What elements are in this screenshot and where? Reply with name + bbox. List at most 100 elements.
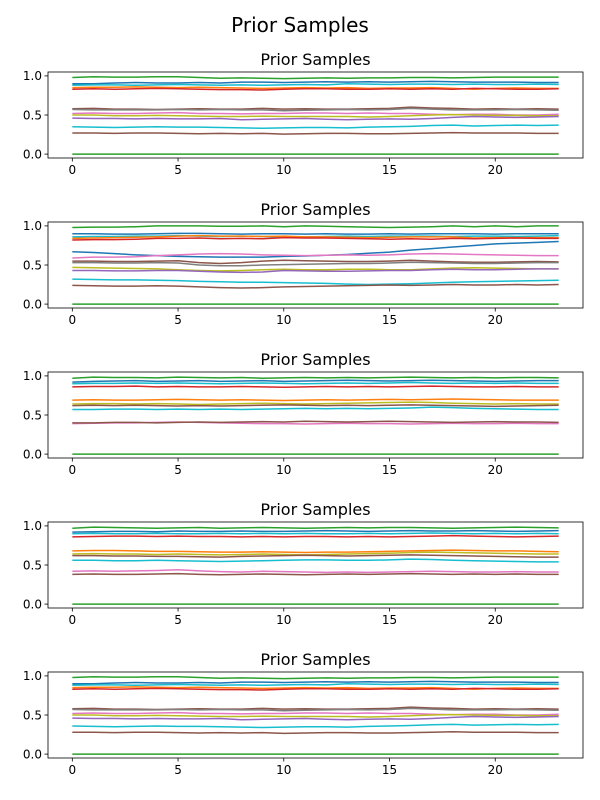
x-tick-label: 15 <box>382 313 397 327</box>
series-line-3 <box>72 532 559 535</box>
series-line-9 <box>72 113 559 118</box>
y-tick-label: 0.0 <box>23 297 42 311</box>
y-tick-label: 0.0 <box>23 447 42 461</box>
series-lines <box>72 376 559 455</box>
x-tick-label: 10 <box>276 313 291 327</box>
series-line-11 <box>72 723 559 729</box>
subplot-5: Prior Samples 0 5 10 15 20 0.0 0.5 1.0 <box>23 650 584 777</box>
subplot-4: Prior Samples 0 5 10 15 20 0.0 0.5 1.0 <box>23 500 584 627</box>
x-tick-label: 0 <box>68 613 76 627</box>
series-line-2 <box>72 232 559 235</box>
series-line-7 <box>72 252 559 259</box>
x-tick-label: 20 <box>488 613 503 627</box>
x-tick-label: 0 <box>68 163 76 177</box>
x-tick-label: 15 <box>382 463 397 477</box>
series-line-5 <box>72 87 559 91</box>
subplot-title: Prior Samples <box>260 200 370 219</box>
series-lines <box>72 526 559 605</box>
series-line-8 <box>72 111 559 116</box>
series-lines <box>72 675 559 755</box>
y-tick-label: 0.5 <box>23 108 42 122</box>
x-tick-label: 15 <box>382 163 397 177</box>
series-line-5 <box>72 687 559 691</box>
subplot-1: Prior Samples 0 5 10 15 20 0.0 0.5 1.0 <box>23 50 584 177</box>
series-line-9 <box>72 568 559 574</box>
series-line-4 <box>72 534 559 538</box>
series-lines <box>72 225 559 305</box>
y-tick-label: 1.0 <box>23 369 42 383</box>
x-tick-label: 0 <box>68 313 76 327</box>
x-tick-label: 5 <box>174 763 182 777</box>
series-line-3 <box>72 682 559 687</box>
series-line-10 <box>72 715 559 721</box>
x-tick-label: 5 <box>174 313 182 327</box>
series-lines <box>72 75 559 155</box>
subplot-title: Prior Samples <box>260 500 370 519</box>
series-line-5 <box>72 236 559 241</box>
x-tick-label: 0 <box>68 463 76 477</box>
series-line-2 <box>72 80 559 85</box>
series-line-10 <box>72 115 559 121</box>
x-tick-label: 20 <box>488 463 503 477</box>
x-tick-label: 20 <box>488 763 503 777</box>
x-tick-label: 10 <box>276 463 291 477</box>
y-tick-label: 1.0 <box>23 519 42 533</box>
y-tick-label: 0.0 <box>23 597 42 611</box>
series-line-3 <box>72 381 559 385</box>
x-tick-label: 10 <box>276 613 291 627</box>
subplot-title: Prior Samples <box>260 350 370 369</box>
series-line-9 <box>72 713 559 718</box>
series-line-5 <box>72 549 559 554</box>
series-line-7 <box>72 554 559 558</box>
subplot-2: Prior Samples 0 5 10 15 20 0.0 0.5 1.0 <box>23 200 584 327</box>
series-line-1 <box>72 225 559 229</box>
series-line-12 <box>72 131 559 135</box>
series-line-8 <box>72 406 559 411</box>
series-line-3 <box>72 82 559 87</box>
x-tick-label: 10 <box>276 763 291 777</box>
y-tick-label: 0.5 <box>23 558 42 572</box>
series-line-2 <box>72 529 559 533</box>
series-line-2 <box>72 680 559 685</box>
y-tick-label: 0.0 <box>23 147 42 161</box>
series-line-12 <box>72 731 559 735</box>
series-line-10 <box>72 572 559 576</box>
series-line-10 <box>72 420 559 424</box>
x-tick-label: 15 <box>382 763 397 777</box>
series-line-8 <box>72 711 559 716</box>
series-line-7 <box>72 707 559 712</box>
y-tick-label: 0.5 <box>23 708 42 722</box>
y-tick-label: 1.0 <box>23 669 42 683</box>
x-tick-label: 10 <box>276 163 291 177</box>
series-line-13 <box>72 283 559 289</box>
series-line-2 <box>72 379 559 383</box>
x-tick-label: 20 <box>488 313 503 327</box>
series-line-1 <box>72 675 559 680</box>
subplot-3: Prior Samples 0 5 10 15 20 0.0 0.5 1.0 <box>23 350 584 477</box>
series-line-7 <box>72 107 559 112</box>
x-tick-label: 15 <box>382 613 397 627</box>
subplot-title: Prior Samples <box>260 650 370 669</box>
series-line-8 <box>72 259 559 265</box>
series-line-12 <box>72 278 559 286</box>
series-line-1 <box>72 526 559 529</box>
subplot-title: Prior Samples <box>260 50 370 69</box>
series-line-4 <box>72 234 559 240</box>
x-tick-label: 5 <box>174 163 182 177</box>
y-tick-label: 0.5 <box>23 408 42 422</box>
series-line-10 <box>72 266 559 272</box>
series-line-6 <box>72 551 559 556</box>
series-line-4 <box>72 385 559 388</box>
series-line-9 <box>72 261 559 267</box>
y-tick-label: 0.0 <box>23 747 42 761</box>
series-line-1 <box>72 376 559 379</box>
y-tick-label: 1.0 <box>23 69 42 83</box>
y-tick-label: 1.0 <box>23 219 42 233</box>
series-line-5 <box>72 398 559 402</box>
x-tick-label: 5 <box>174 463 182 477</box>
series-line-11 <box>72 124 559 130</box>
series-line-1 <box>72 75 559 80</box>
figure-suptitle: Prior Samples <box>231 13 369 37</box>
